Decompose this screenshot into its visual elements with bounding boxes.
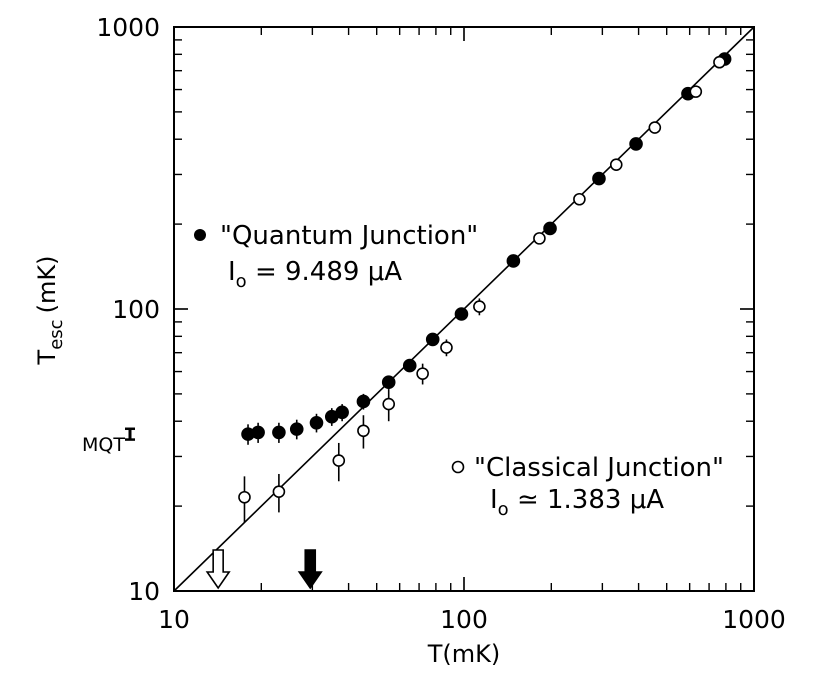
classical-data-point [713,55,726,69]
y-tick-label: 100 [112,295,160,324]
open-down-arrow [205,549,231,590]
classical-data-point [382,397,396,411]
quantum-data-point [454,307,469,321]
mqt-error-bar-glyph [125,427,135,441]
quantum-data-point [543,221,557,236]
mqt-label: MQT [82,434,125,456]
quantum-data-point [506,254,521,268]
x-axis-label-unit: (mK) [442,640,500,668]
quantum-data-point [381,375,396,390]
quantum-data-point [289,422,304,436]
y-axis-label-subscript: esc [46,319,67,349]
x-tick-label: 100 [440,605,488,634]
legend-classical-name: "Classical Junction" [474,453,724,483]
quantum-data-point [425,332,440,347]
quantum-data-point [592,171,606,186]
classical-data-point [440,341,453,354]
quantum-data-point [402,358,417,373]
x-tick-labels: 10 100 1000 [158,605,786,634]
legend-quantum-current: Io = 9.489 μA [228,257,402,292]
classical-data-point [357,424,370,438]
x-tick-label: 1000 [722,605,786,634]
mqt-annotation: MQT [82,427,135,456]
legend-quantum-current-symbol: I [228,257,236,287]
y-tick-label: 10 [128,577,160,606]
legend-classical-current-value: ≃ 1.383 μA [509,485,665,515]
classical-data-point [533,232,546,245]
quantum-data-point [335,405,349,420]
legend-quantum-current-value: = 9.489 μA [247,257,403,287]
legend-classical: "Classical Junction" Io ≃ 1.383 μA [451,453,724,520]
classical-data-point [416,367,429,380]
quantum-data-point [272,425,286,440]
y-tick-label: 1000 [96,13,160,42]
quantum-data-point [309,415,324,430]
classical-data-point [238,490,251,504]
temperature-arrows [205,549,323,590]
quantum-data-point [251,425,265,440]
quantum-data-point [629,137,643,151]
filled-down-arrow [297,549,323,590]
classical-data-point [473,300,486,313]
y-axis-label-unit: (mK) [33,256,61,314]
legend-classical-marker [451,460,465,474]
classical-data-point [609,158,623,171]
x-axis-label-symbol: T [427,640,443,668]
legend-classical-current: Io ≃ 1.383 μA [490,485,664,520]
classical-data-point [272,485,286,498]
classical-data-point [332,454,346,467]
y-axis-label-symbol: T [33,349,61,365]
classical-data-point [689,85,703,98]
legend-quantum-current-sub: o [236,271,247,292]
y-tick-labels: 10 100 1000 [96,13,160,606]
x-axis-label: T(mK) [427,640,501,668]
axis-ticks [173,26,755,592]
legend-quantum-name: "Quantum Junction" [220,221,478,251]
legend-quantum-marker [194,229,206,241]
y-axis-label: Tesc (mK) [33,256,67,366]
data-series [238,52,732,523]
x-tick-label: 10 [158,605,190,634]
legend-quantum: "Quantum Junction" Io = 9.489 μA [194,221,478,292]
quantum-data-point [356,394,371,409]
classical-data-point [648,121,662,134]
legend-classical-current-symbol: I [490,485,498,515]
legend-classical-current-sub: o [498,499,509,520]
classical-data-point [573,192,586,206]
